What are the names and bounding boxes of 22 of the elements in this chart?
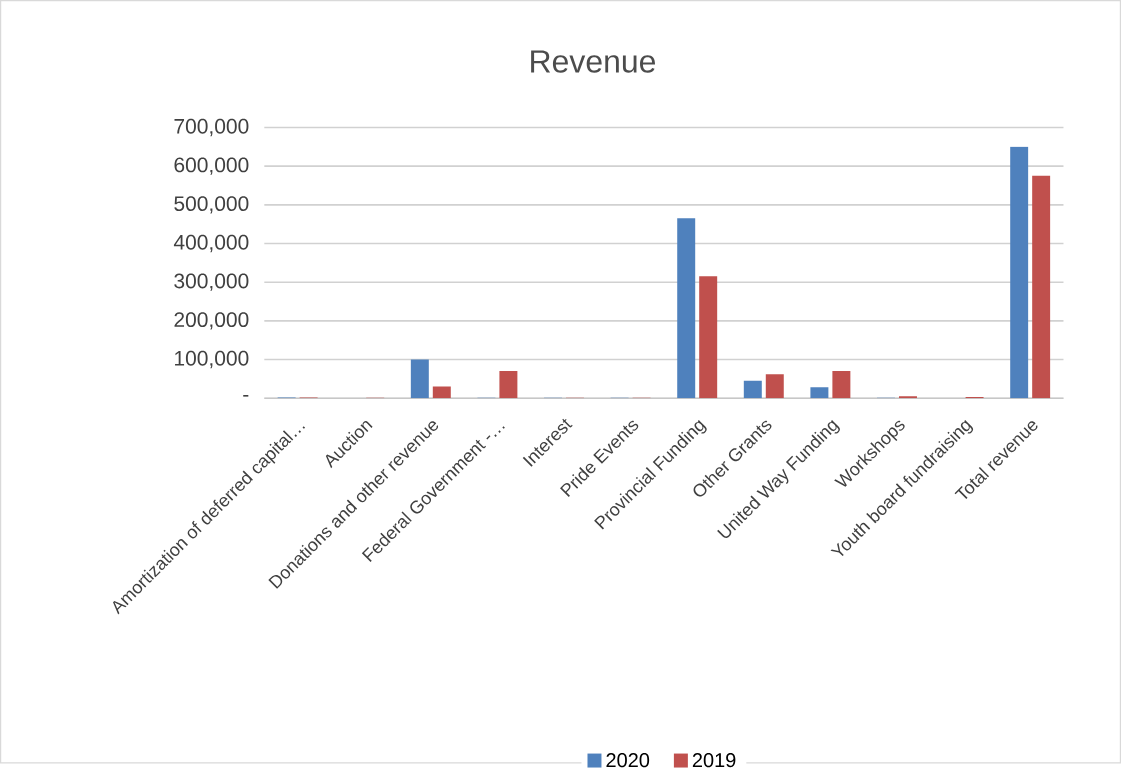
y-tick-label: - bbox=[243, 394, 249, 397]
bar bbox=[1010, 146, 1029, 399]
bar bbox=[810, 387, 829, 399]
y-tick-label: 500,000 bbox=[174, 196, 249, 214]
legend-label: 2019 bbox=[692, 753, 736, 768]
chart-title: Revenue bbox=[531, 50, 656, 73]
bar bbox=[1032, 175, 1051, 399]
y-tick-label: 300,000 bbox=[174, 273, 249, 291]
y-tick-label: 100,000 bbox=[175, 350, 249, 369]
bar bbox=[499, 371, 518, 399]
bar bbox=[832, 371, 851, 399]
bar bbox=[699, 276, 718, 399]
bar bbox=[410, 359, 429, 399]
bar bbox=[677, 218, 696, 399]
y-tick-label: 700,000 bbox=[174, 118, 249, 137]
bar bbox=[432, 386, 451, 399]
y-tick-label: 400,000 bbox=[173, 234, 249, 253]
legend-label: 2020 bbox=[606, 753, 650, 768]
y-tick-label: 600,000 bbox=[174, 157, 249, 175]
bar bbox=[765, 374, 784, 399]
bar bbox=[743, 380, 762, 399]
y-tick-label: 200,000 bbox=[174, 312, 249, 330]
